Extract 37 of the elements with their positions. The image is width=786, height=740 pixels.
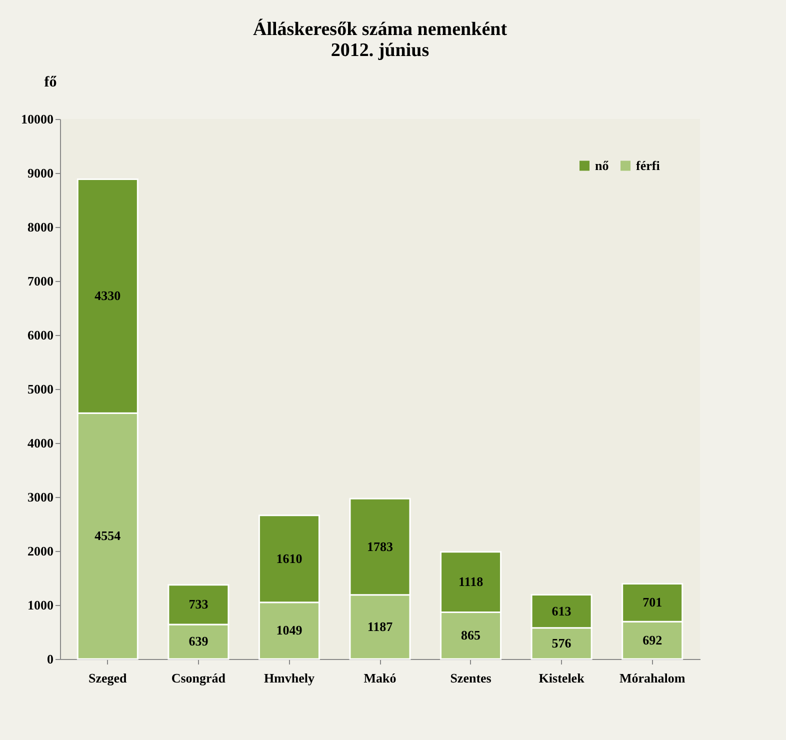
- chart-title: Álláskeresők száma nemenként: [252, 18, 508, 40]
- x-tick-label: Kistelek: [538, 670, 586, 686]
- y-axis-title: fő: [44, 74, 58, 90]
- data-label: 865: [461, 628, 482, 643]
- y-tick-label: 4000: [28, 436, 54, 450]
- y-tick-label: 9000: [28, 166, 54, 180]
- x-tick-label: Mórahalom: [619, 670, 686, 686]
- y-tick-label: 1000: [28, 598, 54, 612]
- data-label: 692: [642, 632, 662, 648]
- data-label: 701: [642, 594, 662, 610]
- data-label: 1610: [276, 550, 302, 566]
- data-label: 1187: [367, 618, 394, 634]
- x-tick-label: Szeged: [88, 670, 128, 686]
- data-label: 613: [552, 603, 572, 618]
- y-tick-label: 2000: [28, 544, 54, 558]
- chart-subtitle: 2012. június: [330, 40, 430, 61]
- x-tick-label: Szentes: [450, 670, 492, 686]
- y-tick-label: 10000: [21, 112, 54, 126]
- y-tick-label: 5000: [28, 382, 54, 396]
- data-label: 576: [552, 635, 572, 650]
- x-tick-label: Csongrád: [171, 670, 226, 686]
- data-label: 4554: [94, 528, 122, 544]
- y-tick-label: 0: [47, 652, 54, 666]
- x-tick-label: Makó: [364, 670, 396, 686]
- data-label: 733: [188, 596, 209, 612]
- data-label: 1783: [367, 538, 394, 554]
- y-tick-label: 3000: [28, 490, 54, 504]
- legend-label: férfi: [636, 158, 660, 173]
- x-tick-label: Hmvhely: [264, 670, 315, 686]
- y-tick-label: 7000: [28, 274, 54, 288]
- y-tick-label: 8000: [28, 220, 54, 234]
- data-label: 1049: [276, 622, 303, 638]
- y-tick-label: 6000: [28, 328, 54, 342]
- legend-label: nő: [595, 158, 610, 173]
- data-label: 4330: [94, 288, 121, 304]
- data-label: 639: [188, 634, 209, 649]
- data-label: 1118: [458, 574, 484, 590]
